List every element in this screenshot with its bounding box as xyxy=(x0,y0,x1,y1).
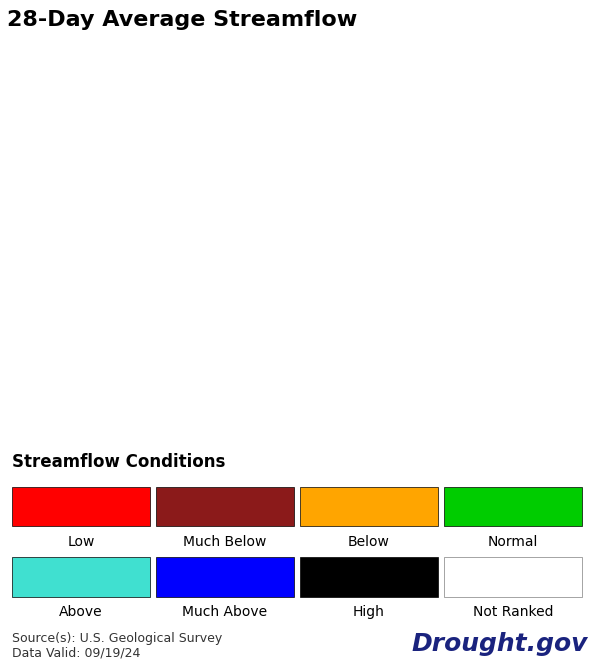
Text: Source(s): U.S. Geological Survey
Data Valid: 09/19/24: Source(s): U.S. Geological Survey Data V… xyxy=(12,632,222,660)
Text: Much Above: Much Above xyxy=(182,606,268,620)
Text: Drought.gov: Drought.gov xyxy=(412,632,588,656)
FancyBboxPatch shape xyxy=(156,486,294,526)
Text: 28-Day Average Streamflow: 28-Day Average Streamflow xyxy=(7,10,358,30)
FancyBboxPatch shape xyxy=(444,486,582,526)
FancyBboxPatch shape xyxy=(156,557,294,596)
Text: Below: Below xyxy=(348,535,390,549)
FancyBboxPatch shape xyxy=(12,557,150,596)
Text: High: High xyxy=(353,606,385,620)
Text: Low: Low xyxy=(67,535,95,549)
Text: Normal: Normal xyxy=(488,535,538,549)
FancyBboxPatch shape xyxy=(12,486,150,526)
FancyBboxPatch shape xyxy=(300,557,438,596)
Text: Much Below: Much Below xyxy=(184,535,266,549)
Text: Above: Above xyxy=(59,606,103,620)
Text: Not Ranked: Not Ranked xyxy=(473,606,553,620)
Text: Streamflow Conditions: Streamflow Conditions xyxy=(12,454,226,472)
FancyBboxPatch shape xyxy=(444,557,582,596)
FancyBboxPatch shape xyxy=(300,486,438,526)
